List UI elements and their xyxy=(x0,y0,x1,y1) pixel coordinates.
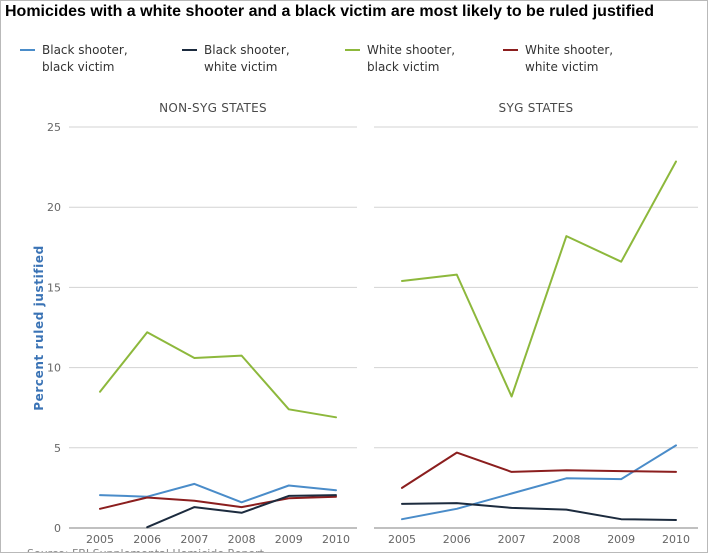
series-line-non-syg-bb xyxy=(99,482,337,504)
legend-label-bb: Black shooter, xyxy=(42,43,128,57)
x-tick-label-non-syg: 2009 xyxy=(275,533,303,546)
x-tick-label-non-syg: 2007 xyxy=(180,533,208,546)
y-tick-label: 15 xyxy=(47,281,61,294)
x-tick-label-syg: 2010 xyxy=(662,533,690,546)
series-line-non-syg-ww xyxy=(99,495,337,510)
legend-label-bw: Black shooter, xyxy=(204,43,290,57)
y-axis-title: Percent ruled justified xyxy=(32,245,46,411)
series-line-non-syg-wb xyxy=(99,331,337,419)
x-tick-label-non-syg: 2010 xyxy=(322,533,350,546)
y-tick-label: 20 xyxy=(47,201,61,214)
y-tick-label: 25 xyxy=(47,121,61,134)
x-tick-label-syg: 2006 xyxy=(443,533,471,546)
series-line-syg-bw xyxy=(401,502,677,521)
x-tick-label-syg: 2007 xyxy=(498,533,526,546)
source-note: Source: FBI Supplemental Homicide Report xyxy=(27,547,265,552)
legend-label-bw: white victim xyxy=(204,60,277,74)
y-tick-label: 10 xyxy=(47,362,61,375)
x-tick-label-non-syg: 2008 xyxy=(228,533,256,546)
legend-label-bb: black victim xyxy=(42,60,114,74)
chart-title: Homicides with a white shooter and a bla… xyxy=(5,3,655,20)
x-tick-label-non-syg: 2005 xyxy=(86,533,114,546)
legend-label-ww: White shooter, xyxy=(525,43,613,57)
panel-title-syg: SYG STATES xyxy=(499,101,574,115)
panel-title-non-syg: NON-SYG STATES xyxy=(159,101,267,115)
x-tick-label-syg: 2009 xyxy=(607,533,635,546)
series-line-syg-ww xyxy=(401,451,677,489)
series-line-syg-bb xyxy=(401,444,677,521)
x-tick-label-syg: 2008 xyxy=(552,533,580,546)
y-tick-label: 5 xyxy=(54,442,61,455)
x-tick-label-non-syg: 2006 xyxy=(133,533,161,546)
x-tick-label-syg: 2005 xyxy=(388,533,416,546)
series-line-syg-wb xyxy=(401,160,677,398)
series-line-non-syg-bw xyxy=(146,494,337,529)
y-tick-label: 0 xyxy=(54,522,61,535)
legend-label-wb: White shooter, xyxy=(367,43,455,57)
legend-label-wb: black victim xyxy=(367,60,439,74)
legend-label-ww: white victim xyxy=(525,60,598,74)
